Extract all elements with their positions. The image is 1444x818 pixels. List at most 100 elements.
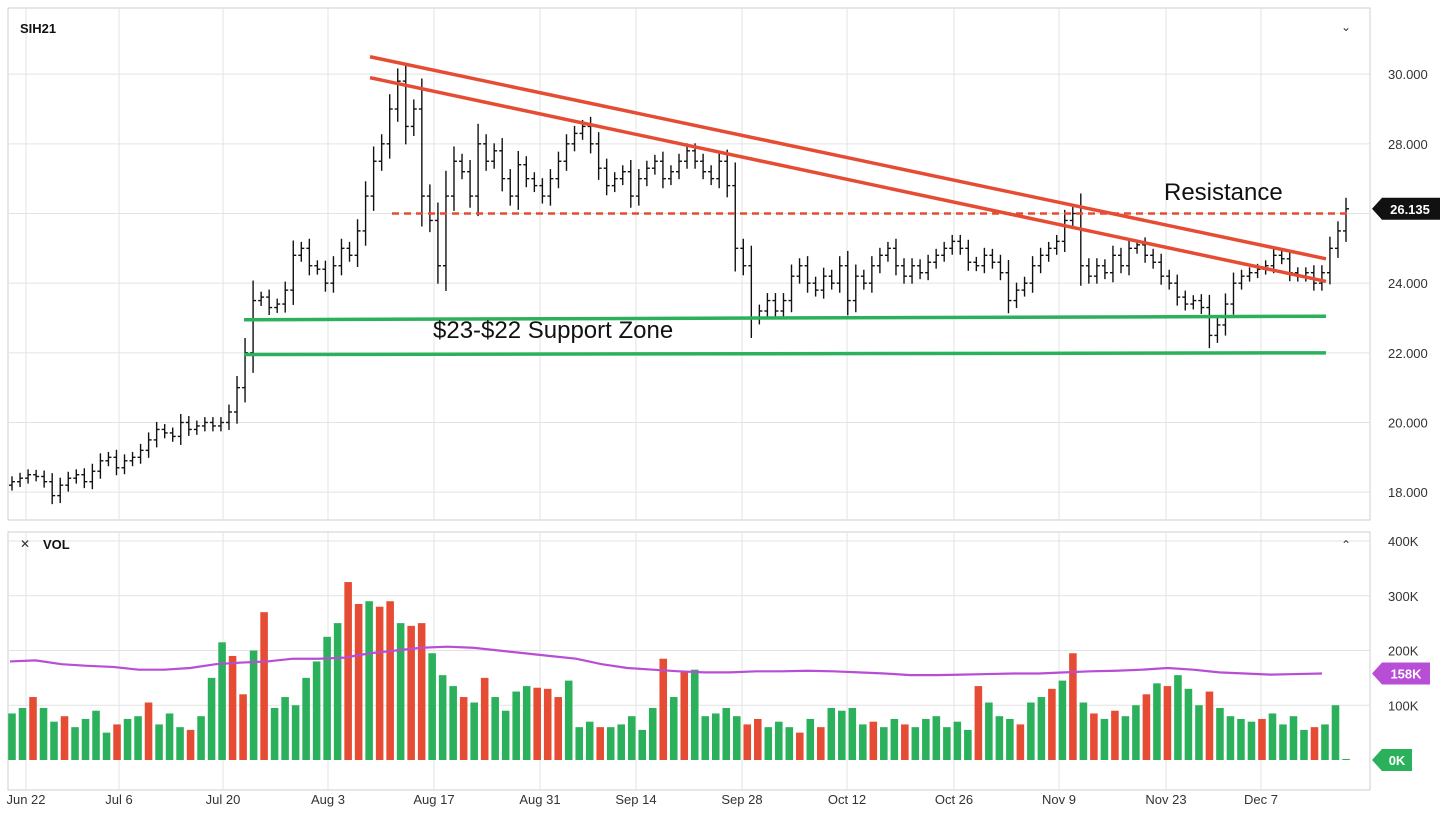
volume-pane-frame xyxy=(7,531,1371,791)
last-price-tag xyxy=(1372,197,1440,220)
volume-bar xyxy=(1058,680,1067,760)
price-pane-frame xyxy=(7,7,1371,521)
volume-bar xyxy=(1132,705,1140,760)
volume-bar xyxy=(270,707,279,760)
volume-bar xyxy=(1153,683,1161,760)
volume-bar xyxy=(123,718,132,760)
remove-study-icon[interactable]: ✕ xyxy=(20,537,31,551)
volume-bar xyxy=(669,697,678,760)
volume-bar xyxy=(533,687,541,760)
volume-bar xyxy=(1121,716,1130,760)
volume-bar xyxy=(701,716,710,760)
support-line-22 xyxy=(243,351,1327,357)
volume-bar xyxy=(165,713,174,760)
volume-bar xyxy=(690,669,699,760)
volume-bar xyxy=(827,707,836,760)
symbol-label: SIH21 xyxy=(20,21,57,36)
volume-bar xyxy=(1069,653,1077,760)
price-tick-label: 20.000 xyxy=(1388,415,1428,430)
volume-bar xyxy=(1027,702,1035,760)
volume-bar xyxy=(1016,724,1025,760)
volume-bar xyxy=(1321,724,1329,760)
expand-chevron-icon[interactable]: ⌃ xyxy=(1341,538,1352,552)
volume-bar xyxy=(480,677,489,760)
volume-bar xyxy=(764,727,773,760)
volume-bar xyxy=(1247,721,1256,760)
volume-bar xyxy=(596,727,605,760)
volume-ma-tag xyxy=(1372,662,1430,685)
volume-bar xyxy=(564,680,573,760)
volume-bar xyxy=(39,707,48,760)
volume-bar xyxy=(218,642,226,760)
volume-bar xyxy=(228,655,237,760)
volume-bar xyxy=(144,702,153,760)
volume-bar xyxy=(491,697,499,760)
date-tick-label: Sep 28 xyxy=(721,792,762,807)
volume-bar xyxy=(775,721,783,760)
volume-bar xyxy=(1037,697,1046,760)
resistance-annotation: Resistance xyxy=(1164,179,1283,206)
volume-bar xyxy=(386,601,394,760)
date-tick-label: Jul 20 xyxy=(206,792,241,807)
volume-ma-label: 158K xyxy=(1390,666,1422,681)
volume-bar xyxy=(344,582,352,760)
price-tick-label: 28.000 xyxy=(1388,137,1428,152)
volume-bar xyxy=(1174,675,1182,760)
volume-bar xyxy=(1279,724,1287,760)
volume-bar xyxy=(680,672,689,760)
volume-bar xyxy=(1079,702,1088,760)
volume-bar xyxy=(806,718,815,760)
volume-bar xyxy=(428,653,436,760)
volume-study-label: VOL xyxy=(43,537,70,552)
volume-bar xyxy=(1184,688,1193,760)
support-line-23 xyxy=(243,314,1327,322)
date-tick-label: Jul 6 xyxy=(105,792,132,807)
volume-bar xyxy=(554,697,562,760)
date-tick-label: Nov 9 xyxy=(1042,792,1076,807)
volume-bar xyxy=(1163,686,1172,760)
volume-bar xyxy=(249,650,258,760)
volume-tick-label: 200K xyxy=(1388,644,1419,659)
volume-bar xyxy=(627,716,636,760)
volume-bar xyxy=(1205,691,1214,760)
volume-tick-label: 100K xyxy=(1388,698,1419,713)
volume-bar xyxy=(417,623,426,760)
upper-trendline xyxy=(369,55,1327,261)
volume-bar xyxy=(29,697,37,760)
volume-bar xyxy=(522,686,531,760)
last-price-label: 26.135 xyxy=(1390,202,1430,217)
date-tick-label: Aug 17 xyxy=(413,792,454,807)
collapse-chevron-icon[interactable]: ⌄ xyxy=(1341,20,1352,34)
volume-bar xyxy=(890,718,899,760)
date-tick-label: Dec 7 xyxy=(1244,792,1278,807)
volume-bar xyxy=(18,707,27,760)
volume-bar xyxy=(785,727,794,760)
volume-bar xyxy=(1111,710,1119,760)
volume-bar xyxy=(71,727,79,760)
volume-bar xyxy=(102,732,111,760)
volume-bar xyxy=(60,716,69,760)
volume-bar xyxy=(880,727,888,760)
volume-bar xyxy=(638,729,647,760)
volume-bar xyxy=(922,718,930,760)
price-tick-label: 30.000 xyxy=(1388,67,1428,82)
volume-bar xyxy=(1237,718,1245,760)
volume-bar xyxy=(1310,727,1319,760)
volume-bar xyxy=(1195,705,1203,760)
volume-bar xyxy=(796,732,804,760)
volume-bar xyxy=(1331,705,1340,760)
volume-bar xyxy=(281,697,289,760)
volume-bar xyxy=(81,718,90,760)
volume-bar xyxy=(901,724,909,760)
volume-bar xyxy=(438,675,447,760)
volume-bar xyxy=(932,716,941,760)
volume-bar xyxy=(543,688,552,760)
date-tick-label: Sep 14 xyxy=(615,792,656,807)
volume-bar xyxy=(995,716,1004,760)
volume-bar xyxy=(470,702,478,760)
volume-bar xyxy=(1090,713,1098,760)
volume-last-tag xyxy=(1372,749,1412,771)
volume-bar xyxy=(848,707,857,760)
volume-bar xyxy=(753,718,762,760)
